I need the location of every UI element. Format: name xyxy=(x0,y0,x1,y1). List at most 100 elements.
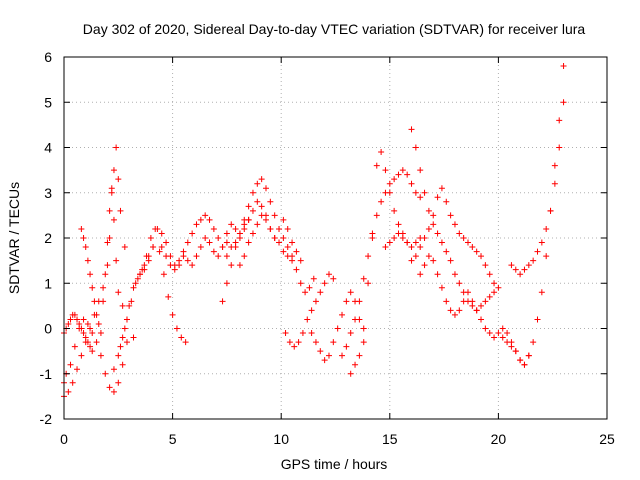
series-sat-s xyxy=(417,253,532,368)
data-point xyxy=(280,248,287,255)
x-tick-label: 5 xyxy=(169,431,177,447)
data-point xyxy=(482,298,489,305)
data-point xyxy=(412,239,419,246)
data-point xyxy=(128,298,135,305)
data-point xyxy=(193,253,200,260)
data-point xyxy=(97,330,104,337)
data-point xyxy=(115,289,122,296)
data-point xyxy=(163,253,170,260)
data-point xyxy=(232,239,239,246)
data-point xyxy=(378,149,385,156)
series-sat-k xyxy=(223,198,304,264)
data-point xyxy=(321,280,328,287)
data-point xyxy=(347,370,354,377)
data-point xyxy=(451,271,458,278)
data-point xyxy=(219,298,226,305)
y-axis-label: SDTVAR / TECUs xyxy=(6,182,22,294)
data-point xyxy=(473,307,480,314)
series-sat-r xyxy=(408,185,502,291)
data-point xyxy=(232,225,239,232)
data-point xyxy=(399,235,406,241)
data-point xyxy=(491,334,498,341)
data-point xyxy=(115,176,122,183)
data-point xyxy=(551,162,558,169)
data-point xyxy=(530,257,537,264)
data-point xyxy=(91,298,98,305)
data-point xyxy=(110,388,117,395)
data-point xyxy=(425,225,432,232)
data-point xyxy=(80,316,87,323)
x-axis-label: GPS time / hours xyxy=(281,456,388,472)
data-point xyxy=(325,352,332,359)
data-point xyxy=(469,298,476,305)
x-tick-label: 10 xyxy=(273,431,289,447)
data-point xyxy=(464,289,471,296)
data-point xyxy=(352,316,359,323)
series-sat-m xyxy=(282,271,337,350)
data-point xyxy=(421,262,428,269)
data-point xyxy=(525,352,532,359)
data-point xyxy=(258,203,265,210)
data-point xyxy=(84,320,91,327)
y-tick-label: 2 xyxy=(44,230,52,246)
data-point xyxy=(82,244,89,251)
data-point xyxy=(130,334,137,341)
data-point xyxy=(219,244,226,251)
data-point xyxy=(160,271,167,278)
x-tick-label: 25 xyxy=(599,431,615,447)
data-point xyxy=(121,325,128,332)
data-point xyxy=(276,239,283,246)
data-point xyxy=(167,262,174,269)
data-point xyxy=(534,316,541,323)
data-point xyxy=(245,216,252,223)
data-point xyxy=(267,198,274,205)
data-point xyxy=(443,298,450,305)
data-point xyxy=(408,180,415,187)
data-point xyxy=(478,302,485,309)
data-point xyxy=(289,239,296,246)
data-point xyxy=(386,180,393,187)
data-point xyxy=(67,361,74,368)
data-point xyxy=(360,275,367,282)
series-sat-i xyxy=(158,216,252,273)
data-point xyxy=(241,253,248,260)
data-point xyxy=(412,253,419,260)
data-point xyxy=(560,99,567,106)
data-point xyxy=(71,311,78,318)
data-point xyxy=(456,307,463,314)
data-point xyxy=(163,239,170,246)
data-point xyxy=(249,189,256,196)
data-point xyxy=(486,330,493,337)
data-point xyxy=(176,262,183,269)
series-sat-n xyxy=(308,289,367,364)
data-point xyxy=(460,298,467,305)
data-point xyxy=(408,126,415,133)
data-point xyxy=(499,334,506,341)
data-point xyxy=(395,230,402,237)
data-point xyxy=(491,289,498,296)
data-point xyxy=(180,253,187,260)
data-point xyxy=(254,221,261,228)
data-point xyxy=(395,171,402,178)
data-point xyxy=(87,343,94,350)
data-point xyxy=(110,366,117,373)
data-point xyxy=(434,194,441,201)
data-point xyxy=(408,257,415,264)
data-point xyxy=(171,266,178,273)
data-point xyxy=(293,266,300,273)
data-point xyxy=(65,320,72,327)
data-point xyxy=(104,262,111,269)
data-point xyxy=(284,244,291,251)
data-point xyxy=(365,280,372,287)
series-sat-a xyxy=(61,189,137,400)
data-point xyxy=(154,225,161,232)
series-sat-l xyxy=(236,212,296,269)
data-point xyxy=(254,198,261,205)
data-point xyxy=(434,271,441,278)
data-point xyxy=(486,293,493,300)
data-point xyxy=(306,284,313,291)
data-point xyxy=(184,257,191,264)
data-point xyxy=(369,235,376,241)
data-point xyxy=(538,289,545,296)
data-point xyxy=(482,262,489,269)
